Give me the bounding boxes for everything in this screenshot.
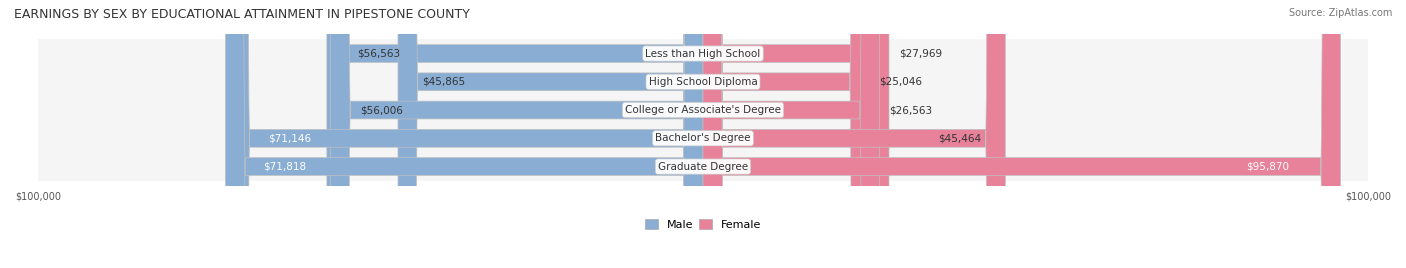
Text: Graduate Degree: Graduate Degree — [658, 162, 748, 172]
Text: $45,865: $45,865 — [422, 77, 465, 87]
FancyBboxPatch shape — [398, 0, 703, 268]
FancyBboxPatch shape — [703, 0, 1340, 268]
FancyBboxPatch shape — [703, 0, 1005, 268]
FancyBboxPatch shape — [229, 0, 703, 268]
Text: EARNINGS BY SEX BY EDUCATIONAL ATTAINMENT IN PIPESTONE COUNTY: EARNINGS BY SEX BY EDUCATIONAL ATTAINMEN… — [14, 8, 470, 21]
FancyBboxPatch shape — [225, 0, 703, 268]
FancyBboxPatch shape — [38, 124, 1368, 153]
Text: $27,969: $27,969 — [898, 49, 942, 58]
Legend: Male, Female: Male, Female — [640, 215, 766, 234]
FancyBboxPatch shape — [330, 0, 703, 268]
Text: $25,046: $25,046 — [880, 77, 922, 87]
Text: High School Diploma: High School Diploma — [648, 77, 758, 87]
FancyBboxPatch shape — [38, 67, 1368, 96]
Text: Source: ZipAtlas.com: Source: ZipAtlas.com — [1288, 8, 1392, 18]
Text: Bachelor's Degree: Bachelor's Degree — [655, 133, 751, 143]
FancyBboxPatch shape — [703, 0, 869, 268]
Text: $45,464: $45,464 — [938, 133, 981, 143]
Text: $71,146: $71,146 — [267, 133, 311, 143]
Text: $56,563: $56,563 — [357, 49, 401, 58]
Text: Less than High School: Less than High School — [645, 49, 761, 58]
FancyBboxPatch shape — [38, 96, 1368, 124]
FancyBboxPatch shape — [703, 0, 880, 268]
Text: $26,563: $26,563 — [890, 105, 932, 115]
FancyBboxPatch shape — [38, 39, 1368, 68]
Text: College or Associate's Degree: College or Associate's Degree — [626, 105, 780, 115]
Text: $71,818: $71,818 — [263, 162, 307, 172]
Text: $56,006: $56,006 — [360, 105, 404, 115]
Text: $95,870: $95,870 — [1247, 162, 1289, 172]
FancyBboxPatch shape — [326, 0, 703, 268]
FancyBboxPatch shape — [703, 0, 889, 268]
FancyBboxPatch shape — [38, 152, 1368, 181]
